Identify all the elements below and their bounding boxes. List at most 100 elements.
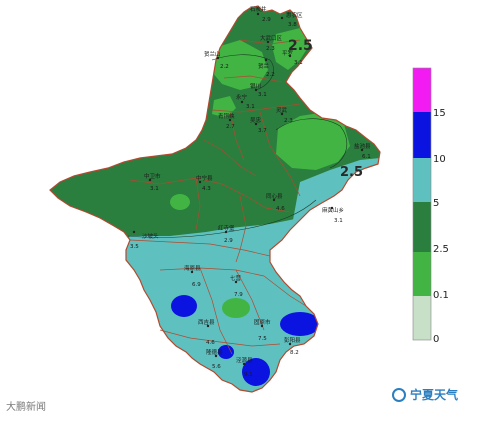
station-value: 3.8 (288, 22, 297, 28)
station-dot (198, 180, 202, 184)
legend-label-5: 5 (433, 198, 439, 209)
station-value: 4.6 (206, 340, 215, 346)
contour-label-2: 2.5 (340, 165, 363, 180)
watermark-left: 大鹏新闻 (6, 398, 46, 413)
station-dot (240, 100, 244, 104)
station-name: 贺兰山 (204, 50, 221, 58)
station-value: 2.2 (266, 72, 275, 78)
station-value: 3.7 (258, 128, 267, 134)
station-name: 石炭井 (250, 5, 267, 13)
green-patch-south (222, 298, 250, 318)
station-value: 7.5 (258, 336, 267, 342)
station-name: 隆德县 (206, 348, 223, 356)
station-dot (254, 88, 258, 92)
station-name: 海原县 (184, 264, 201, 272)
station-dot (264, 58, 268, 62)
station-value: 3.1 (150, 186, 159, 192)
blue-spot-west (171, 295, 197, 317)
legend-band-5 (413, 158, 431, 202)
legend-label-15: 15 (433, 108, 446, 119)
legend-band-10 (413, 112, 431, 158)
station-value: 6.1 (362, 154, 371, 160)
legend-band-15 (413, 68, 431, 112)
contour-lines (127, 54, 348, 238)
station-value: 4.3 (202, 186, 211, 192)
station-dot (234, 280, 238, 284)
station-value: 7.9 (234, 292, 243, 298)
legend-band-0-1 (413, 252, 431, 296)
legend-label-0: 0 (433, 334, 439, 345)
contour-label-1: 2.5 (288, 38, 313, 54)
station-name: 盐池县 (354, 142, 371, 150)
station-dot (288, 54, 292, 58)
station-value: 5.6 (212, 364, 221, 370)
station-name: 平罗 (282, 50, 293, 57)
county-boundaries (129, 39, 307, 355)
station-value: 2.3 (266, 46, 275, 52)
station-name: 永宁 (236, 93, 248, 101)
station-name: 同心县 (266, 193, 283, 200)
station-dot (148, 178, 152, 182)
station-dot (360, 148, 364, 152)
light-green-east (276, 112, 350, 170)
station-dot (272, 198, 276, 202)
legend-label-2-5: 2.5 (433, 244, 449, 255)
station-name: 中宁县 (196, 174, 213, 182)
station-value: 6.9 (192, 282, 201, 288)
station-dot (190, 270, 194, 274)
station-name: 七营 (230, 274, 242, 282)
legend-band-0 (413, 296, 431, 340)
station-name: 西吉县 (198, 319, 215, 326)
legend-label-0-1: 0.1 (433, 290, 449, 301)
station-dot (260, 324, 264, 328)
legend-frame (412, 67, 432, 341)
station-dot (228, 118, 232, 122)
station-name: 大武口区 (260, 34, 283, 42)
station-value: 2.9 (224, 238, 233, 244)
station-name: 泾源县 (236, 356, 253, 364)
station-name: 银川 (250, 82, 261, 90)
watermark-left-text: 大鹏新闻 (6, 402, 46, 413)
station-value: 2.9 (262, 17, 271, 23)
station-name: 红寺堡 (218, 224, 235, 232)
watermark-right-text: 宁夏天气 (410, 388, 459, 402)
station-value: 4.6 (276, 206, 285, 212)
station-layer: 石炭井 2.9 惠农区 3.8 大武口区 2.3 平罗 3.1 贺兰 2.2 贺… (130, 5, 371, 378)
station-name: 灵武 (276, 106, 288, 114)
station-name: 青铜峡 (218, 112, 235, 120)
station-dot (288, 342, 292, 346)
station-name: 麻黄山乡 (322, 206, 344, 214)
station-dot (132, 230, 136, 234)
station-name: 贺兰 (258, 62, 270, 70)
station-dot (266, 40, 270, 44)
station-dot (280, 16, 284, 20)
station-dot (216, 56, 220, 60)
station-name: 固原市 (254, 318, 271, 326)
station-dot (256, 12, 260, 16)
legend-band-2-5 (413, 202, 431, 252)
station-name: 吴忠 (250, 116, 262, 124)
station-dot (242, 362, 246, 366)
light-green-north-2 (272, 28, 310, 70)
watermark-right: 宁夏天气 (392, 386, 458, 403)
blue-spot-mid (218, 345, 234, 359)
station-dot (206, 324, 210, 328)
wechat-channel-icon (392, 387, 406, 402)
station-dot (224, 230, 228, 234)
station-dot (280, 112, 284, 116)
station-value: 8.2 (290, 350, 299, 356)
blue-spot-east (280, 312, 320, 336)
legend-label-10: 10 (433, 154, 446, 165)
legend: 0 0.1 2.5 5 10 15 (412, 67, 449, 345)
station-name: 沙坡头 (142, 232, 159, 240)
station-value: 2.2 (220, 64, 229, 70)
station-value: 3.1 (258, 92, 267, 98)
blue-spot-south (242, 358, 270, 386)
light-green-spot (170, 194, 190, 210)
station-value: 9.1 (244, 372, 253, 378)
station-dot (214, 354, 218, 358)
station-value: 3.1 (334, 218, 343, 224)
